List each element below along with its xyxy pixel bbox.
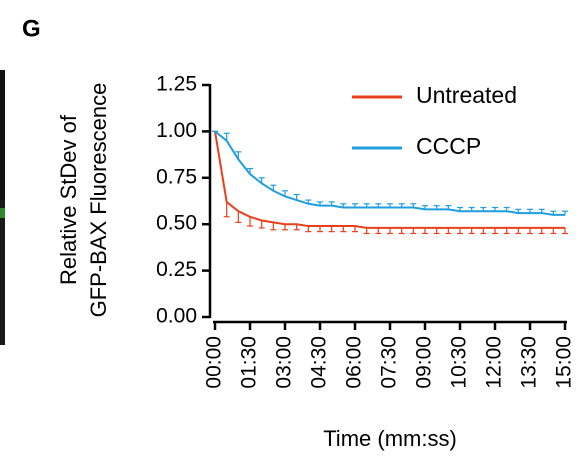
x-axis-label: Time (mm:ss): [323, 426, 457, 451]
y-tick-label: 0.25: [156, 258, 197, 281]
y-tick-label: 1.25: [156, 73, 197, 96]
image-edge: [0, 208, 5, 218]
panel-label: G: [22, 15, 41, 42]
y-axis-label: Relative StDev of: [56, 114, 81, 285]
x-tick-label: 13:30: [518, 336, 541, 389]
x-tick-label: 06:00: [343, 336, 366, 389]
image-edge: [0, 70, 5, 200]
x-tick-label: 04:30: [308, 336, 331, 389]
image-edge: [0, 200, 5, 345]
x-tick-label: 12:00: [483, 336, 506, 389]
x-tick-label: 09:00: [413, 336, 436, 389]
x-tick-label: 01:30: [238, 336, 261, 389]
legend-label: Untreated: [416, 82, 517, 108]
x-tick-label: 15:00: [553, 336, 576, 389]
series-line: [214, 130, 565, 216]
y-tick-label: 1.00: [156, 119, 197, 142]
x-tick-label: 00:00: [203, 336, 226, 389]
y-axis-label: GFP-BAX Fluorescence: [86, 83, 111, 318]
x-tick-label: 03:00: [273, 336, 296, 389]
y-tick-label: 0.75: [156, 165, 197, 188]
y-tick-label: 0.50: [156, 212, 197, 235]
y-tick-label: 0.00: [156, 305, 197, 328]
series-line: [214, 131, 565, 229]
legend-label: CCCP: [416, 133, 481, 159]
x-tick-label: 10:30: [448, 336, 471, 389]
x-tick-label: 07:30: [378, 336, 401, 389]
